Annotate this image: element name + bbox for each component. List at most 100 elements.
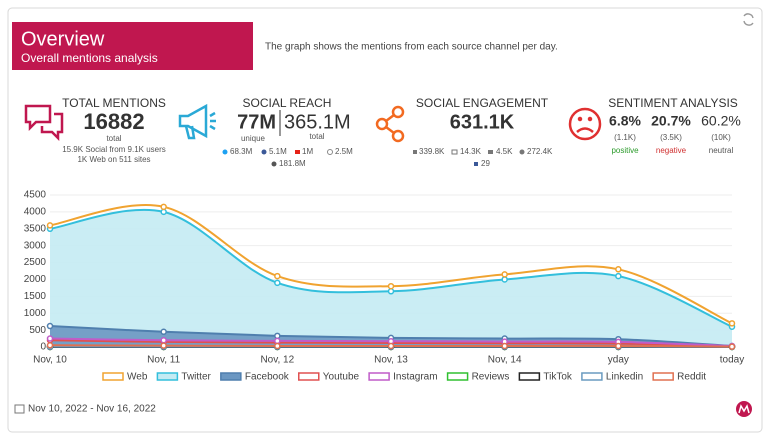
reach-other: 181.8M [279,159,306,168]
y-tick-label: 3000 [24,240,47,251]
engagement-reactions: 272.4K [527,147,553,156]
comment-icon [488,150,493,154]
x-tick-label: Nov, 14 [488,355,522,366]
chart: 0 500 1000 1500 2000 2500 3000 3500 4000 4500 Nov,… [24,190,744,383]
point [160,336,167,344]
point [728,343,736,350]
legend-label[interactable]: Reddit [677,372,706,383]
sentiment-label: positive [611,146,639,155]
point [387,342,395,350]
point [387,288,395,295]
x-tick-label: Nov, 12 [260,355,294,366]
point [46,342,54,349]
sentiment-label: neutral [709,146,734,155]
header-subtitle: Overall mentions analysis [21,51,158,65]
legend-swatch [446,372,469,381]
reach-twitter: 68.3M [230,147,253,156]
engagement-likes: 339.8K [419,147,445,156]
point [274,332,281,340]
legend-label[interactable]: Reviews [472,372,510,383]
kpi-detail: 15.9K Social from 9.1K users [62,145,166,154]
point [46,335,54,342]
facebook-icon [474,162,478,166]
kpi-value: 16882 [83,109,144,134]
kpi-value: 365.1M [284,111,351,133]
legend-label[interactable]: Twitter [181,372,211,383]
legend-swatch [581,372,603,381]
legend-swatch [156,372,179,381]
reaction-icon [519,149,525,155]
y-tick-label: 2500 [24,257,47,268]
kpi-unit: total [106,134,121,143]
legend-label[interactable]: Linkedin [606,372,643,383]
sentiment-label: negative [656,146,687,155]
sentiment-percent: 6.8% [609,113,641,129]
point [615,272,622,280]
refresh-icon[interactable] [743,13,754,26]
engagement-facebook: 29 [481,159,490,168]
y-tick-label: 1000 [24,308,47,319]
point [728,320,736,327]
legend-swatch [652,372,674,381]
point [501,271,508,278]
legend-swatch [518,372,541,381]
sentiment-icon [568,107,602,141]
point [160,328,167,336]
legend-label[interactable]: TikTok [543,372,573,383]
kpi-unit: total [309,132,324,141]
point [501,342,508,350]
point [274,272,281,280]
kpi-label: SOCIAL ENGAGEMENT [416,96,549,110]
kpi-unit: unique [241,134,266,143]
kpi-value: 77M [237,111,276,133]
kpi-detail: 1K Web on 511 sites [77,155,150,164]
like-icon [413,150,417,154]
x-tick-label: today [720,355,744,366]
twitter-icon [222,149,228,155]
point [160,203,167,211]
x-tick-label: yday [608,355,629,366]
reach-facebook: 5.1M [269,147,287,156]
other-icon [271,161,277,167]
legend-label[interactable]: Youtube [323,372,360,383]
header-title: Overview [21,28,105,50]
point [274,337,281,345]
y-tick-label: 2000 [24,274,47,285]
legend-label[interactable]: Web [127,372,148,383]
reach-youtube: 1M [302,147,313,156]
date-range: Nov 10, 2022 - Nov 16, 2022 [28,404,156,415]
reach-instagram: 2.5M [335,147,353,156]
point [387,282,395,290]
y-tick-label: 3500 [24,223,47,234]
kpi-label: TOTAL MENTIONS [62,96,166,110]
y-tick-label: 0 [40,342,46,353]
y-tick-label: 4500 [24,190,47,201]
legend-swatch [368,372,390,381]
header-box [12,22,253,70]
point [615,342,622,350]
y-tick-label: 4000 [24,207,47,218]
point [274,342,281,350]
x-tick-label: Nov, 11 [147,355,180,366]
legend-label[interactable]: Instagram [393,372,437,383]
point [274,279,281,287]
logo[interactable] [736,401,752,417]
point [46,322,54,330]
point [501,276,508,283]
legend-swatch [298,372,320,381]
engagement-comments: 4.5K [496,147,513,156]
header-description: The graph shows the mentions from each s… [265,42,558,53]
instagram-icon [327,149,333,155]
sentiment-percent: 60.2% [701,113,741,129]
y-tick-label: 1500 [24,291,47,302]
kpi-value: 631.1K [450,111,515,133]
point [615,266,622,273]
legend-swatch [102,372,124,381]
engagement-icon [375,105,405,143]
calendar-icon [14,404,25,414]
point [160,342,167,349]
point [46,222,54,229]
x-tick-label: Nov, 10 [33,355,67,366]
legend-label[interactable]: Facebook [245,372,290,383]
